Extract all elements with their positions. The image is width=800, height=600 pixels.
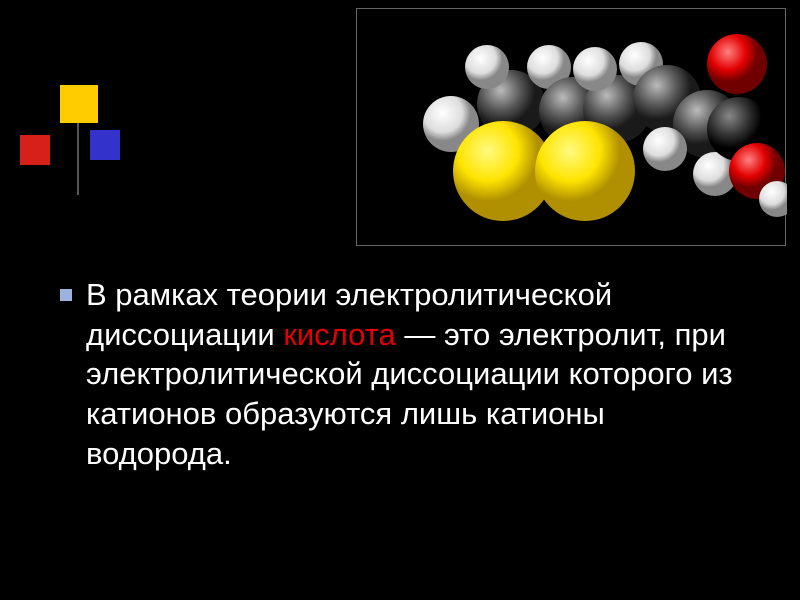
text-highlight: кислота [283,317,395,352]
slide-text: В рамках теории электролитической диссоц… [86,275,740,473]
decoration-svg [20,85,360,215]
bullet-icon [60,289,72,301]
atom [535,121,635,221]
slide-body: В рамках теории электролитической диссоц… [60,275,740,473]
atom [573,47,617,91]
atom [707,34,767,94]
atom [643,127,687,171]
bullet-item: В рамках теории электролитической диссоц… [60,275,740,473]
molecule-svg [357,9,787,247]
molecule-model [356,8,786,246]
slide-decoration [20,85,320,205]
atom [465,45,509,89]
